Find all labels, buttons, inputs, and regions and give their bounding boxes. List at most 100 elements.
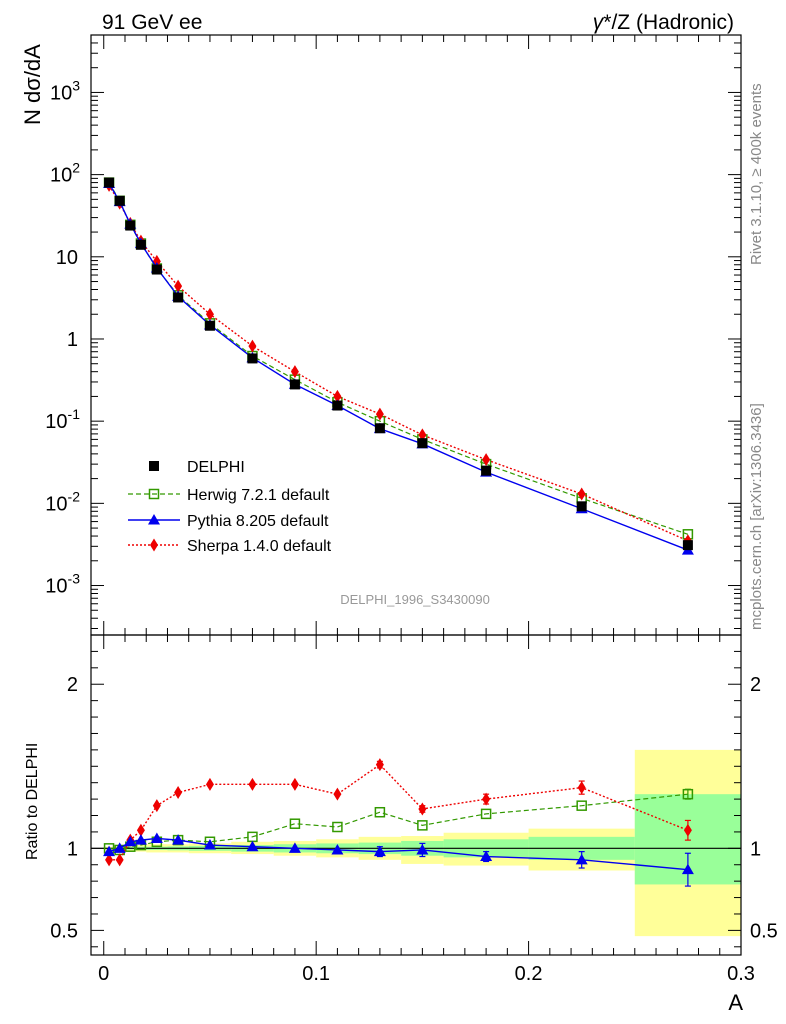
ratio-point-pythia <box>331 843 344 855</box>
ratio-point-sherpa <box>375 758 384 772</box>
main-point-data <box>682 540 693 551</box>
ratio-plot: 0.5 0.5 1 1 2 2 0 0.1 0.2 0.3 <box>50 634 778 985</box>
main-plot: 10-3 10-2 10-1 1 10 102 103 <box>45 34 742 636</box>
ratio-point-sherpa <box>418 802 427 816</box>
ratio-x-tick-label: 0 <box>98 963 109 985</box>
legend: DELPHI Herwig 7.2.1 default Pythia 8.205 d… <box>128 459 332 555</box>
main-point-data <box>173 292 184 303</box>
ratio-point-sherpa <box>136 823 145 837</box>
main-point-data <box>417 438 428 449</box>
ratio-point-pythia <box>172 834 185 845</box>
main-point-sherpa <box>174 279 183 293</box>
legend-marker-herwig <box>148 488 160 500</box>
ratio-y-axis-title: Ratio to DELPHI <box>24 743 41 860</box>
ratio-y-tick-label: 0.5 <box>50 920 78 942</box>
ratio-point-sherpa <box>290 777 299 791</box>
main-y-tick-label: 10-1 <box>45 406 80 433</box>
ratio-point-sherpa <box>482 792 491 806</box>
legend-label-sherpa: Sherpa 1.4.0 default <box>187 538 332 555</box>
ratio-point-pythia <box>246 840 259 852</box>
legend-marker-sherpa <box>150 538 158 552</box>
main-y-axis-title: N dσ/dA <box>20 44 45 125</box>
main-point-data <box>104 177 115 188</box>
main-point-data <box>125 220 136 231</box>
legend-marker-pythia <box>148 514 160 525</box>
main-point-data <box>135 239 146 250</box>
mcplots-label: mcplots.cern.ch [arXiv:1306.3436] <box>748 403 765 630</box>
header-right-title-gamma: γ <box>593 11 605 34</box>
main-point-sherpa <box>205 307 214 321</box>
rivet-label: Rivet 3.1.10, ≥ 400k events <box>748 83 765 265</box>
main-line-herwig <box>108 182 689 535</box>
ratio-point-herwig <box>480 808 492 820</box>
legend-label-pythia: Pythia 8.205 default <box>187 513 329 530</box>
main-point-data <box>576 501 587 512</box>
ratio-point-sherpa <box>105 853 114 867</box>
main-point-data <box>247 353 258 364</box>
ratio-frame <box>90 634 742 956</box>
main-point-data <box>374 423 385 434</box>
ratio-point-sherpa <box>333 787 342 801</box>
ratio-x-tick-label: 0.3 <box>727 963 755 985</box>
ratio-point-herwig <box>576 800 587 811</box>
legend-label-data: DELPHI <box>187 459 245 476</box>
ratio-point-sherpa <box>115 853 124 867</box>
ratio-point-pythia <box>113 842 126 853</box>
main-point-sherpa <box>290 365 299 379</box>
ratio-point-herwig <box>289 818 301 829</box>
main-y-tick-label: 1 <box>67 329 78 351</box>
ratio-y-tick-label-right: 2 <box>750 674 761 696</box>
main-y-tick-label: 10 <box>56 247 78 269</box>
header-right-title: γ*/Z (Hadronic) <box>593 11 734 34</box>
ratio-point-herwig <box>417 820 428 831</box>
main-point-data <box>151 264 162 275</box>
main-point-sherpa <box>375 407 384 421</box>
ratio-point-pythia <box>480 850 493 862</box>
x-axis-title: A <box>728 990 743 1015</box>
main-point-sherpa <box>333 389 342 403</box>
ratio-point-herwig <box>374 806 386 818</box>
main-point-data <box>481 465 492 476</box>
ratio-point-pythia <box>103 845 116 857</box>
ratio-x-tick-label: 0.1 <box>302 963 330 985</box>
main-y-tick-label: 10-3 <box>45 571 80 598</box>
ratio-y-tick-label-right: 1 <box>750 838 761 860</box>
header-right-title-rest: */Z (Hadronic) <box>603 11 734 34</box>
legend-marker-data <box>149 461 159 471</box>
main-point-data <box>332 400 343 411</box>
ratio-point-sherpa <box>577 781 586 795</box>
main-point-sherpa <box>577 487 586 501</box>
ratio-point-sherpa <box>205 777 214 791</box>
ratio-point-pythia <box>416 843 429 855</box>
main-point-data <box>289 379 300 390</box>
legend-label-herwig: Herwig 7.2.1 default <box>187 487 330 504</box>
ratio-point-pythia <box>134 834 147 845</box>
ratio-x-tick-label: 0.2 <box>515 963 543 985</box>
ratio-point-herwig <box>682 788 694 800</box>
ratio-point-pythia <box>373 845 386 857</box>
ratio-point-sherpa <box>248 777 257 791</box>
main-y-tick-label: 103 <box>50 77 80 104</box>
main-y-tick-label: 10-2 <box>45 488 80 515</box>
ratio-point-herwig <box>332 821 343 833</box>
ratio-y-tick-label: 1 <box>67 838 78 860</box>
main-point-sherpa <box>482 453 491 467</box>
analysis-tag: DELPHI_1996_S3430090 <box>340 592 490 607</box>
ratio-point-sherpa <box>174 786 183 800</box>
ratio-point-sherpa <box>152 799 161 813</box>
header-left-title: 91 GeV ee <box>102 11 202 34</box>
main-y-tick-label: 102 <box>50 160 80 187</box>
main-point-data <box>204 320 215 331</box>
ratio-point-pythia <box>203 839 216 850</box>
main-point-sherpa <box>248 339 257 353</box>
ratio-y-tick-label-right: 0.5 <box>750 920 778 942</box>
ratio-point-sherpa <box>683 823 692 837</box>
ratio-y-tick-label: 2 <box>67 674 78 696</box>
main-point-data <box>114 195 125 206</box>
ratio-point-pythia <box>124 835 137 847</box>
ratio-point-pythia <box>575 853 588 865</box>
ratio-point-pythia <box>150 832 163 843</box>
ratio-point-pythia <box>681 863 694 875</box>
ratio-point-pythia <box>288 842 301 853</box>
